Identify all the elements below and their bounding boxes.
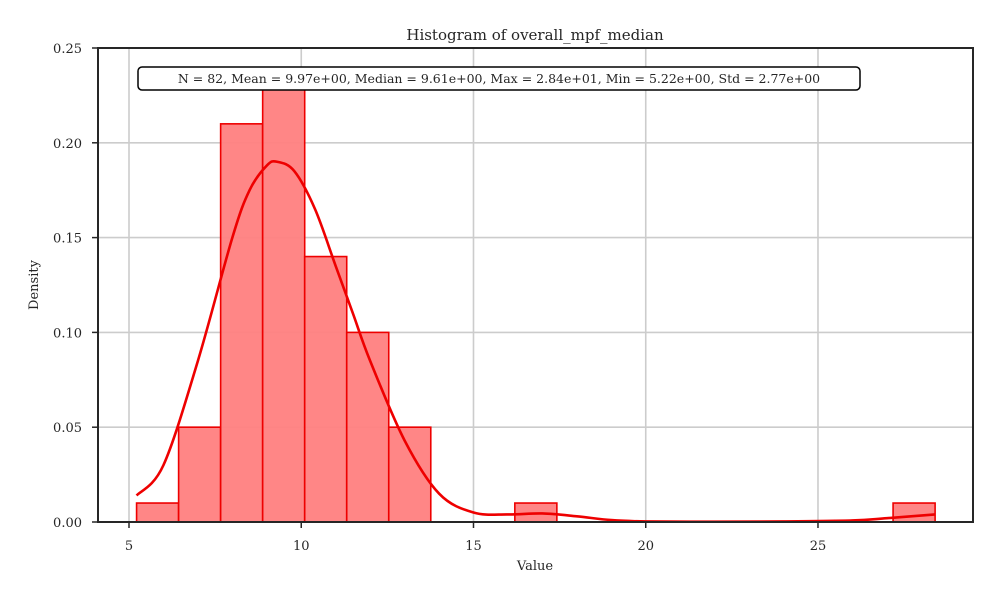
y-tick-label: 0.00 [53,516,82,531]
x-tick-label: 20 [637,539,654,554]
histogram-bar [303,255,348,523]
axes-frame [97,47,974,523]
stats-annotation: N = 82, Mean = 9.97e+00, Median = 9.61e+… [137,66,861,91]
histogram-bars [135,85,936,523]
y-tick-label: 0.10 [53,326,82,341]
y-tick-label: 0.20 [53,137,82,152]
histogram-bar [892,502,936,523]
y-tick-label: 0.15 [53,232,82,247]
y-tick-label: 0.05 [53,421,82,436]
x-tick-label: 25 [810,539,827,554]
histogram-bar [135,502,180,523]
y-axis-ticks: 0.00 0.05 0.10 0.15 0.20 0.25 [53,42,98,531]
x-tick-label: 10 [293,539,310,554]
x-axis-label: Value [516,559,553,574]
histogram-bar [177,426,222,523]
stats-text: N = 82, Mean = 9.97e+00, Median = 9.61e+… [178,71,820,86]
histogram-bar [345,331,390,523]
stats-box [137,66,861,91]
y-tick-label: 0.25 [53,42,82,57]
histogram-bar [261,85,306,523]
x-tick-label: 5 [125,539,133,554]
chart-title: Histogram of overall_mpf_median [406,26,664,44]
x-tick-label: 15 [465,539,482,554]
y-axis-label: Density [27,259,42,310]
histogram-bar [219,123,264,523]
x-axis-ticks: 5 10 15 20 25 [125,522,826,554]
